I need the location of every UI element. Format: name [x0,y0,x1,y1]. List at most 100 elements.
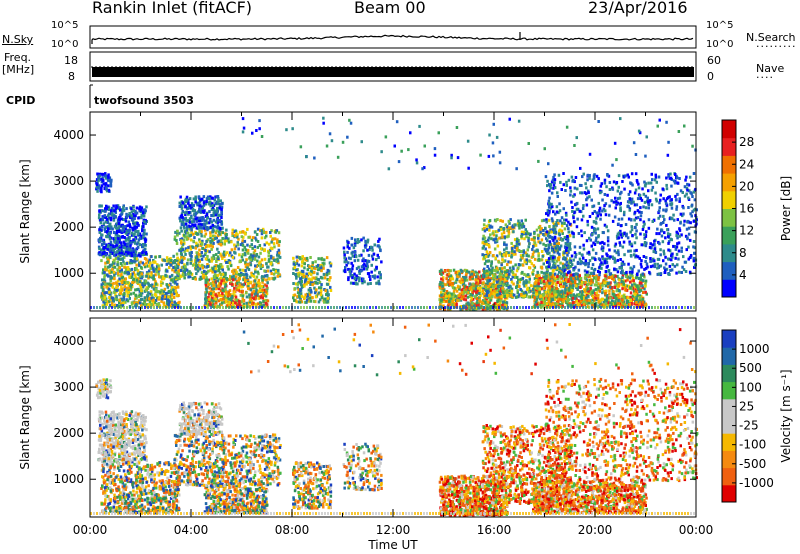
data-cell [600,297,604,301]
data-cell [264,290,268,294]
data-cell [195,259,198,263]
data-cell [555,266,559,270]
data-cell [151,285,154,289]
data-cell [379,248,382,252]
data-cell [504,254,507,258]
data-cell [565,224,569,228]
data-cell [553,250,556,254]
data-cell [507,294,510,298]
data-cell [248,293,251,297]
data-cell [454,294,457,298]
data-cell [199,219,202,222]
data-cell [180,206,184,210]
data-cell [544,232,548,236]
data-cell [250,271,253,275]
data-cell [296,268,299,271]
data-cell [236,288,239,292]
data-cell [108,232,111,236]
nsearch-dots: ········· [756,40,797,53]
data-cell [525,254,528,258]
data-cell [248,235,252,239]
data-cell [299,292,303,296]
data-cell [475,290,478,294]
data-cell [597,293,600,297]
data-cell [267,277,271,281]
data-cell [238,268,242,272]
data-cell [147,303,150,307]
data-cell [138,261,141,265]
data-cell [248,300,252,304]
data-cell [133,228,137,232]
data-cell [183,230,187,234]
data-cell [201,247,205,250]
data-cell [139,260,142,264]
data-cell [194,197,197,201]
data-cell [242,235,245,239]
data-cell [531,255,535,258]
data-cell [153,300,157,304]
data-cell [536,276,540,280]
data-cell [115,243,119,247]
data-cell [442,300,446,304]
data-cell [303,300,307,304]
data-cell [322,272,326,276]
data-cell [326,277,329,281]
data-cell [509,260,512,264]
data-cell [238,302,241,306]
data-cell [457,287,461,291]
data-cell [494,256,497,260]
data-cell [122,218,125,221]
data-cell [114,256,118,260]
data-cell [209,234,212,238]
data-cell [200,251,203,254]
data-cell [540,270,543,274]
data-cell [202,254,205,258]
data-cell [180,269,183,272]
data-cell [124,268,128,272]
data-cell [319,286,323,290]
data-cell [115,241,118,245]
data-cell [182,265,185,269]
data-cell [154,282,158,286]
data-cell [115,282,118,286]
data-cell [540,265,543,269]
data-cell [146,264,150,268]
data-cell [230,282,234,286]
data-cell [142,225,145,228]
data-cell [472,282,475,286]
data-cell [144,288,148,292]
data-cell [162,290,166,294]
data-cell [130,214,133,218]
data-cell [178,231,181,235]
data-cell [295,276,298,280]
data-cell [109,218,113,222]
data-cell [199,225,202,229]
data-cell [319,275,323,279]
data-cell [301,255,304,259]
data-cell [502,259,506,263]
data-cell [612,296,615,300]
data-cell [377,256,380,259]
data-cell [184,247,188,251]
data-cell [572,293,575,297]
data-cell [220,211,223,214]
data-cell [309,299,313,303]
data-cell [481,241,484,245]
data-cell [137,232,140,236]
data-cell [184,264,187,268]
freq-unit: [MHz] [2,63,35,76]
data-cell [311,266,314,270]
data-cell [104,267,107,271]
data-cell [176,285,180,289]
data-cell [444,283,447,287]
data-cell [532,269,535,272]
data-cell [143,243,146,246]
data-cell [217,214,220,217]
data-cell [189,258,193,262]
data-cell [139,286,143,289]
data-cell [323,300,326,304]
data-cell [194,277,197,281]
data-cell [497,228,500,232]
data-cell [110,246,113,250]
data-cell [227,267,230,271]
